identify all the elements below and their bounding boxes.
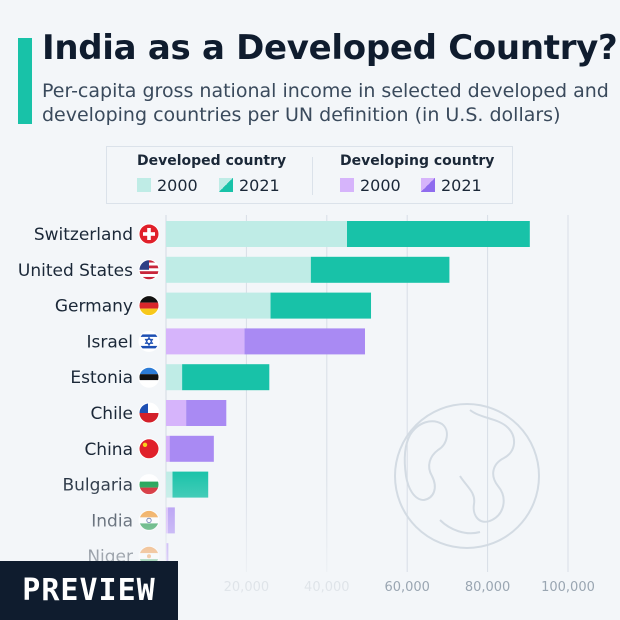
bar-2021 <box>186 400 227 426</box>
legend-divider <box>312 157 313 195</box>
x-tick-label: 100,000 <box>541 580 595 595</box>
category-label: Estonia <box>70 368 133 388</box>
category-label: Germany <box>55 297 133 317</box>
legend-heading-developed: Developed country <box>137 153 287 169</box>
bar-2021 <box>182 364 270 391</box>
category-label: United States <box>18 261 133 281</box>
bar-2000 <box>166 221 347 247</box>
bar-2000 <box>166 364 183 391</box>
x-tick-label: 80,000 <box>465 580 511 595</box>
legend: Developed country 2000 2021 Developing c… <box>106 146 513 204</box>
legend-label-developed-2021: 2021 <box>239 176 280 195</box>
globe-illustration <box>394 403 540 549</box>
preview-badge: PREVIEW <box>0 561 178 620</box>
legend-heading-developing: Developing country <box>340 153 495 169</box>
legend-item-developing-2000: 2000 <box>340 176 401 195</box>
category-label: Chile <box>90 404 133 424</box>
category-label: China <box>84 440 133 460</box>
germany-flag-icon <box>138 295 160 317</box>
legend-item-developed-2021: 2021 <box>219 176 280 195</box>
chile-flag-icon <box>138 402 160 424</box>
bar-2021 <box>346 221 530 247</box>
bar-2000 <box>166 328 245 355</box>
legend-swatch-developing-2000 <box>340 178 354 192</box>
title-accent-bar <box>18 38 32 124</box>
bar-2021 <box>244 328 365 355</box>
category-label: Switzerland <box>34 225 133 245</box>
israel-flag-icon <box>138 330 160 352</box>
legend-label-developing-2021: 2021 <box>441 176 482 195</box>
legend-swatch-developing-2021 <box>421 178 435 192</box>
legend-item-developed-2000: 2000 <box>137 176 198 195</box>
x-tick-label: 60,000 <box>384 580 430 595</box>
switzerland-flag-icon <box>138 223 160 245</box>
bar-2021 <box>169 435 214 462</box>
estonia-flag-icon <box>138 366 160 388</box>
chart-subtitle: Per-capita gross national income in sele… <box>42 80 609 126</box>
bar-2021 <box>270 292 372 319</box>
legend-label-developed-2000: 2000 <box>157 176 198 195</box>
bar-2021 <box>310 256 450 283</box>
legend-swatch-developed-2021 <box>219 178 233 192</box>
legend-label-developing-2000: 2000 <box>360 176 401 195</box>
legend-swatch-developed-2000 <box>137 178 151 192</box>
bar-2000 <box>166 256 311 283</box>
bar-2000 <box>166 435 170 462</box>
bar-2000 <box>166 292 271 319</box>
united-states-flag-icon <box>138 259 160 281</box>
chart-title: India as a Developed Country? <box>42 28 618 68</box>
china-flag-icon <box>138 438 160 460</box>
category-label: Israel <box>87 332 133 352</box>
legend-item-developing-2021: 2021 <box>421 176 482 195</box>
bar-2000 <box>166 400 187 426</box>
